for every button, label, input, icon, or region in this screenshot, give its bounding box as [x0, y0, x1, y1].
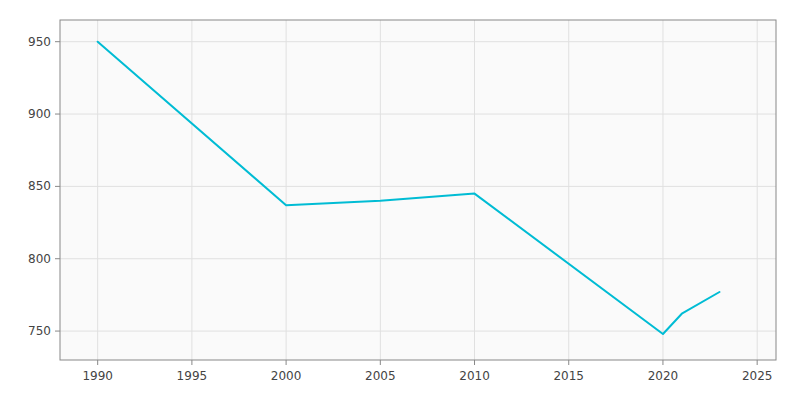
y-grid-line [60, 258, 776, 259]
x-tick-label: 2005 [365, 369, 396, 383]
page: {"chart_data": {"type": "line", "x": [19… [0, 0, 800, 400]
y-grid-line [60, 331, 776, 332]
y-tick-label: 800 [28, 252, 51, 266]
grid [60, 20, 776, 360]
x-grid-line [286, 20, 287, 360]
x-grid-line [191, 20, 192, 360]
chart: 1990 1995 2000 2005 2010 2015 2020 2025 750 800 85… [0, 0, 800, 400]
population-line [98, 42, 720, 334]
y-tick [55, 41, 60, 42]
x-tick [662, 360, 663, 365]
x-tick [380, 360, 381, 365]
x-grid-line [757, 20, 758, 360]
plot-frame [60, 20, 776, 360]
y-tick [55, 258, 60, 259]
x-tick [474, 360, 475, 365]
x-tick-label: 2025 [742, 369, 773, 383]
x-tick [286, 360, 287, 365]
x-grid-line [662, 20, 663, 360]
data [98, 42, 720, 334]
x-tick [191, 360, 192, 365]
x-tick-label: 2010 [459, 369, 490, 383]
x-grid-line [380, 20, 381, 360]
y-grid-line [60, 114, 776, 115]
plot-area [60, 20, 776, 360]
y-tick [55, 186, 60, 187]
x-tick-label: 1990 [82, 369, 113, 383]
x-tick-label: 2020 [648, 369, 679, 383]
axes: 1990 1995 2000 2005 2010 2015 2020 2025 750 800 85… [28, 35, 772, 383]
x-tick-label: 2000 [271, 369, 302, 383]
x-tick [757, 360, 758, 365]
x-tick [568, 360, 569, 365]
y-grid-line [60, 41, 776, 42]
y-tick-label: 750 [28, 324, 51, 338]
x-tick-label: 1995 [177, 369, 208, 383]
x-tick-label: 2015 [553, 369, 584, 383]
y-grid-line [60, 186, 776, 187]
x-grid-line [474, 20, 475, 360]
x-tick [97, 360, 98, 365]
x-grid-line [568, 20, 569, 360]
y-tick [55, 331, 60, 332]
y-tick-label: 950 [28, 35, 51, 49]
x-grid-line [97, 20, 98, 360]
y-tick-label: 850 [28, 179, 51, 193]
y-tick [55, 114, 60, 115]
y-tick-label: 900 [28, 107, 51, 121]
